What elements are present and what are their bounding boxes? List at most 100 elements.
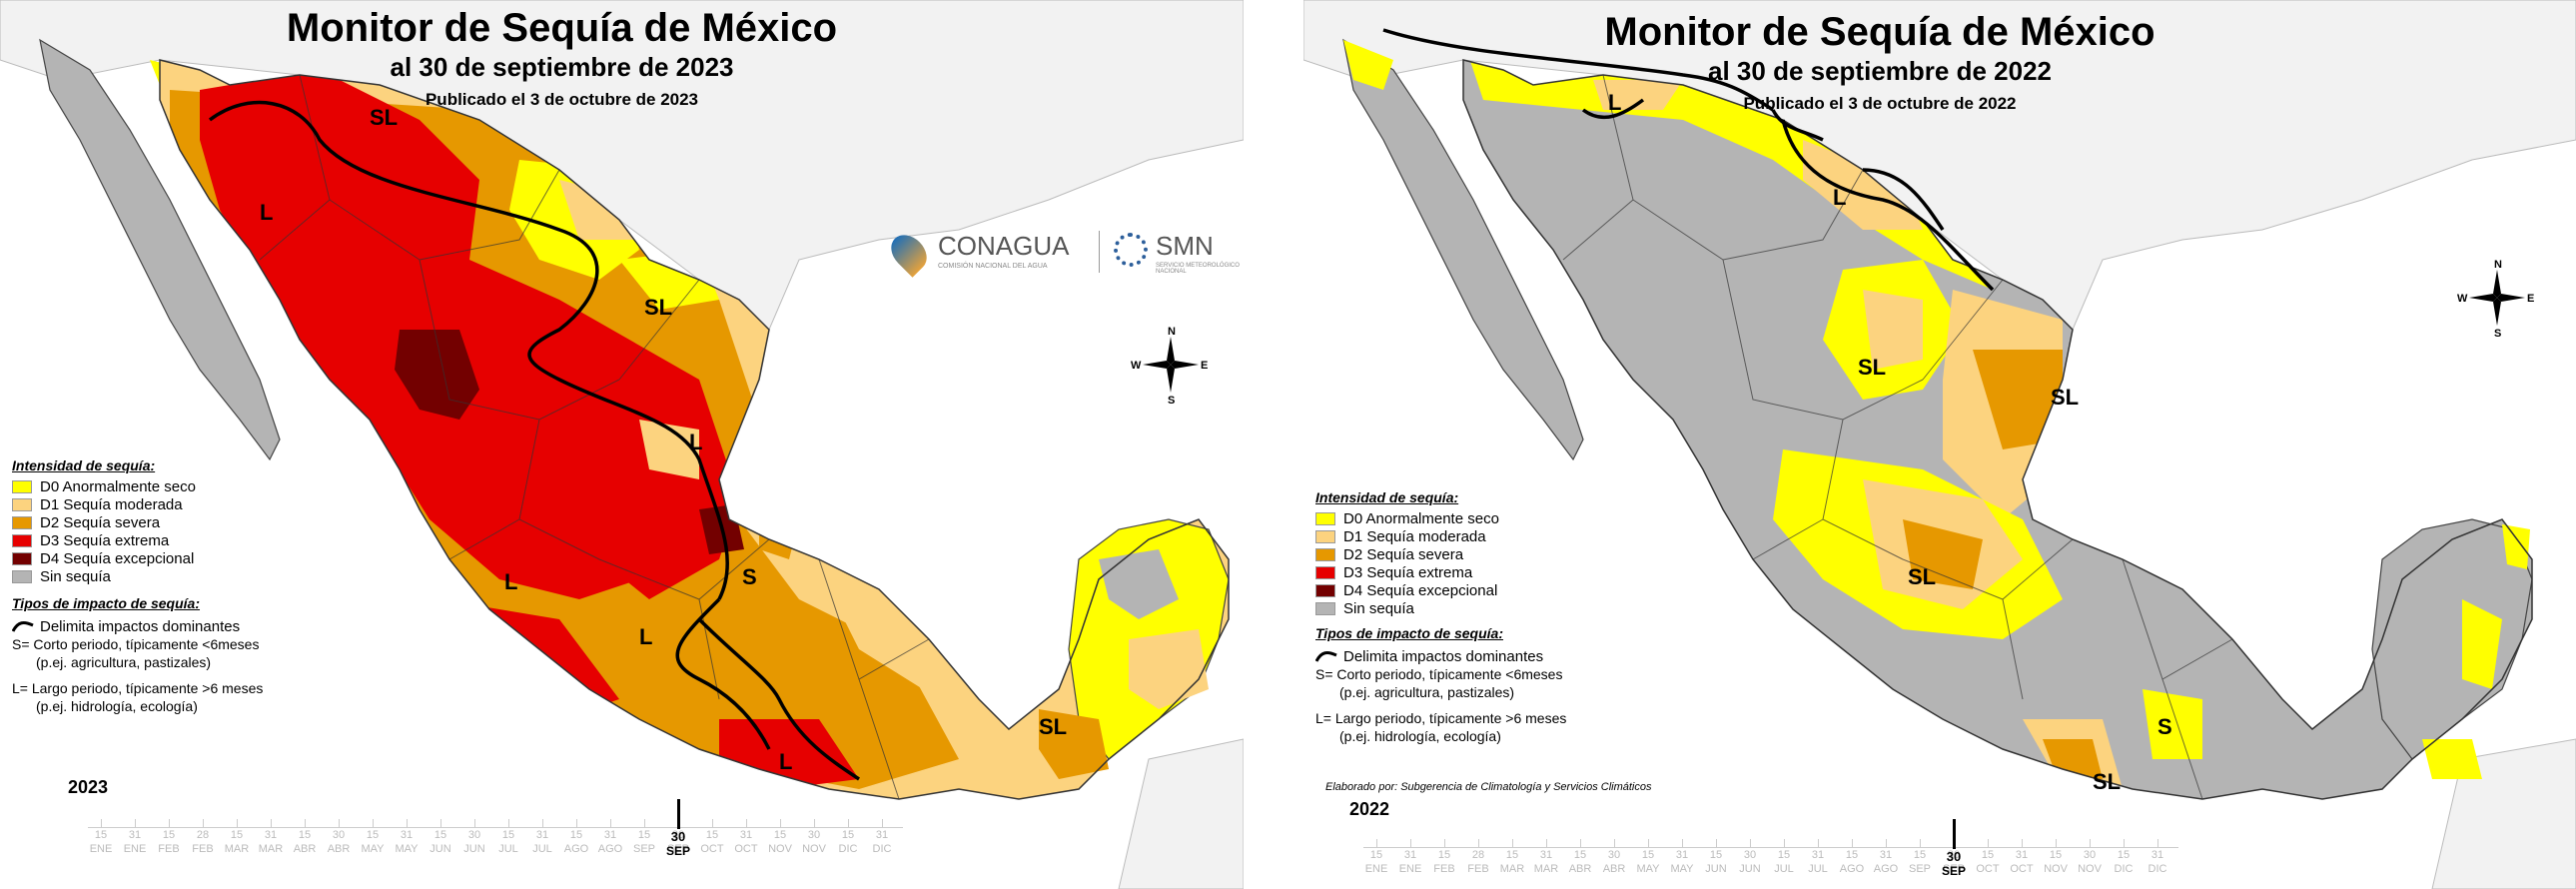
- legend-item-d0: D0 Anormalmente seco: [12, 477, 312, 495]
- timeline-tick: [1784, 839, 1785, 847]
- timeline-month: AGO: [597, 843, 623, 855]
- timeline-tick: [373, 819, 374, 827]
- timeline-month: MAY: [361, 843, 385, 855]
- timeline-tick: [780, 819, 781, 827]
- smn-gear-icon: [1114, 233, 1148, 267]
- legend-impact-header: Tipos de impacto de sequía:: [12, 595, 201, 611]
- timeline-tick: [1682, 839, 1683, 847]
- timeline-month: NOV: [2078, 863, 2102, 875]
- legend-label: D2 Sequía severa: [1343, 545, 1464, 563]
- legend-label: D0 Anormalmente seco: [1343, 509, 1499, 527]
- legend-swatch: [1315, 565, 1335, 579]
- timeline-day: 15: [841, 829, 855, 841]
- published-date: Publicado el 3 de octubre de 2023: [425, 90, 699, 109]
- zone-label: SL: [1858, 355, 1886, 380]
- timeline-tick: [542, 819, 543, 827]
- timeline-month: JUL: [1808, 863, 1828, 875]
- timeline-day: 31: [1403, 849, 1417, 861]
- legend-swatch: [12, 515, 32, 529]
- timeline-2022: 15 ENE 31 ENE 15 FEB 28 FEB 15 MAR 31 MAR 15 ABR 30 ABR…: [1363, 819, 2212, 889]
- timeline-tick: [440, 819, 441, 827]
- timeline-day: 31: [603, 829, 617, 841]
- compass-s: S: [1168, 395, 1175, 405]
- timeline-month: NOV: [768, 843, 792, 855]
- timeline-month: JUL: [1774, 863, 1794, 875]
- timeline-year: 2023: [68, 777, 109, 797]
- timeline-day: 15: [162, 829, 176, 841]
- timeline-day: 31: [400, 829, 414, 841]
- timeline-day: 15: [1573, 849, 1587, 861]
- legend-s-line1: S= Corto periodo, típicamente <6meses: [12, 636, 260, 652]
- timeline-day: 15: [94, 829, 108, 841]
- legend-item-d3: D3 Sequía extrema: [12, 531, 312, 549]
- timeline-tick: [746, 819, 747, 827]
- timeline-day: 15: [1777, 849, 1791, 861]
- timeline-tick: [1376, 839, 1377, 847]
- zone-label: L: [779, 749, 792, 774]
- impact-boundary-icon: [1315, 651, 1337, 662]
- legend-label: D1 Sequía moderada: [40, 495, 183, 513]
- timeline-month: NOV: [802, 843, 826, 855]
- timeline-tick: [2022, 839, 2023, 847]
- zone-label: SL: [644, 295, 672, 320]
- timeline-month: AGO: [1839, 863, 1865, 875]
- timeline-month: JUN: [1705, 863, 1727, 875]
- timeline-month: AGO: [563, 843, 589, 855]
- compass-e: E: [2527, 293, 2534, 305]
- timeline-day: 15: [637, 829, 651, 841]
- timeline-tick: [474, 819, 475, 827]
- legend-swatch: [12, 569, 32, 583]
- timeline-day: 30: [1743, 849, 1757, 861]
- timeline-day: 31: [128, 829, 142, 841]
- timeline-month: ABR: [1602, 863, 1626, 875]
- compass-rose-icon: N S W E: [2457, 259, 2534, 338]
- timeline-month: ABR: [293, 843, 317, 855]
- timeline-month: MAR: [258, 843, 284, 855]
- timeline-tick: [101, 819, 102, 827]
- timeline-day: 30: [2083, 849, 2097, 861]
- timeline-day: 15: [366, 829, 380, 841]
- published-date: Publicado el 3 de octubre de 2022: [1743, 94, 2017, 113]
- timeline-tick: [1716, 839, 1717, 847]
- timeline-tick: [1988, 839, 1989, 847]
- legend-intensity-header: Intensidad de sequía:: [12, 457, 156, 473]
- timeline-day: 15: [705, 829, 719, 841]
- map-panel-2023: SL L SL L L L S L SL Monitor de Sequía d…: [0, 0, 1244, 889]
- timeline-day: 30: [1947, 849, 1961, 861]
- timeline-month: MAY: [1670, 863, 1694, 875]
- legend-label: D0 Anormalmente seco: [40, 477, 196, 495]
- legend-l-line1: L= Largo periodo, típicamente >6 meses: [1315, 710, 1567, 726]
- zone-label: L: [639, 624, 652, 649]
- map-subtitle: al 30 de septiembre de 2023: [390, 52, 734, 82]
- timeline-tick: [305, 819, 306, 827]
- timeline-tick: [203, 819, 204, 827]
- legend-impact-text: Delimita impactos dominantes: [1343, 647, 1544, 665]
- legend-label: Sin sequía: [40, 567, 111, 585]
- zone-label: SL: [1039, 714, 1067, 739]
- timeline-month: SEP: [632, 843, 655, 855]
- timeline-axis: [1363, 847, 2178, 848]
- compass-e: E: [1201, 360, 1208, 372]
- timeline-tick: [1546, 839, 1547, 847]
- legend-2023: Intensidad de sequía: D0 Anormalmente se…: [12, 457, 312, 715]
- legend-l-line2: (p.ej. hidrología, ecología): [1339, 728, 1501, 744]
- legend-s-line1: S= Corto periodo, típicamente <6meses: [1315, 666, 1563, 682]
- timeline-month: MAY: [1636, 863, 1660, 875]
- timeline-day: 15: [1505, 849, 1519, 861]
- timeline-month: DIC: [872, 843, 892, 855]
- conagua-name: CONAGUA: [938, 231, 1070, 261]
- timeline-tick: [1920, 839, 1921, 847]
- legend-item-d1: D1 Sequía moderada: [1315, 527, 1615, 545]
- legend-label: D3 Sequía extrema: [1343, 563, 1473, 581]
- timeline-day: 30: [807, 829, 821, 841]
- timeline-tick: [2090, 839, 2091, 847]
- smn-subtitle: SERVICIO METEOROLÓGICO NACIONAL: [1156, 263, 1240, 275]
- timeline-month: DIC: [838, 843, 858, 855]
- legend-impact-line: Delimita impactos dominantes: [12, 617, 312, 635]
- map-subtitle: al 30 de septiembre de 2022: [1708, 56, 2052, 86]
- legend-label: D2 Sequía severa: [40, 513, 161, 531]
- drought-map-2022: L L SL SL SL S SL: [1303, 0, 2576, 889]
- timeline-tick: [1580, 839, 1581, 847]
- legend-impact-line: Delimita impactos dominantes: [1315, 647, 1615, 665]
- legend-item-d3: D3 Sequía extrema: [1315, 563, 1615, 581]
